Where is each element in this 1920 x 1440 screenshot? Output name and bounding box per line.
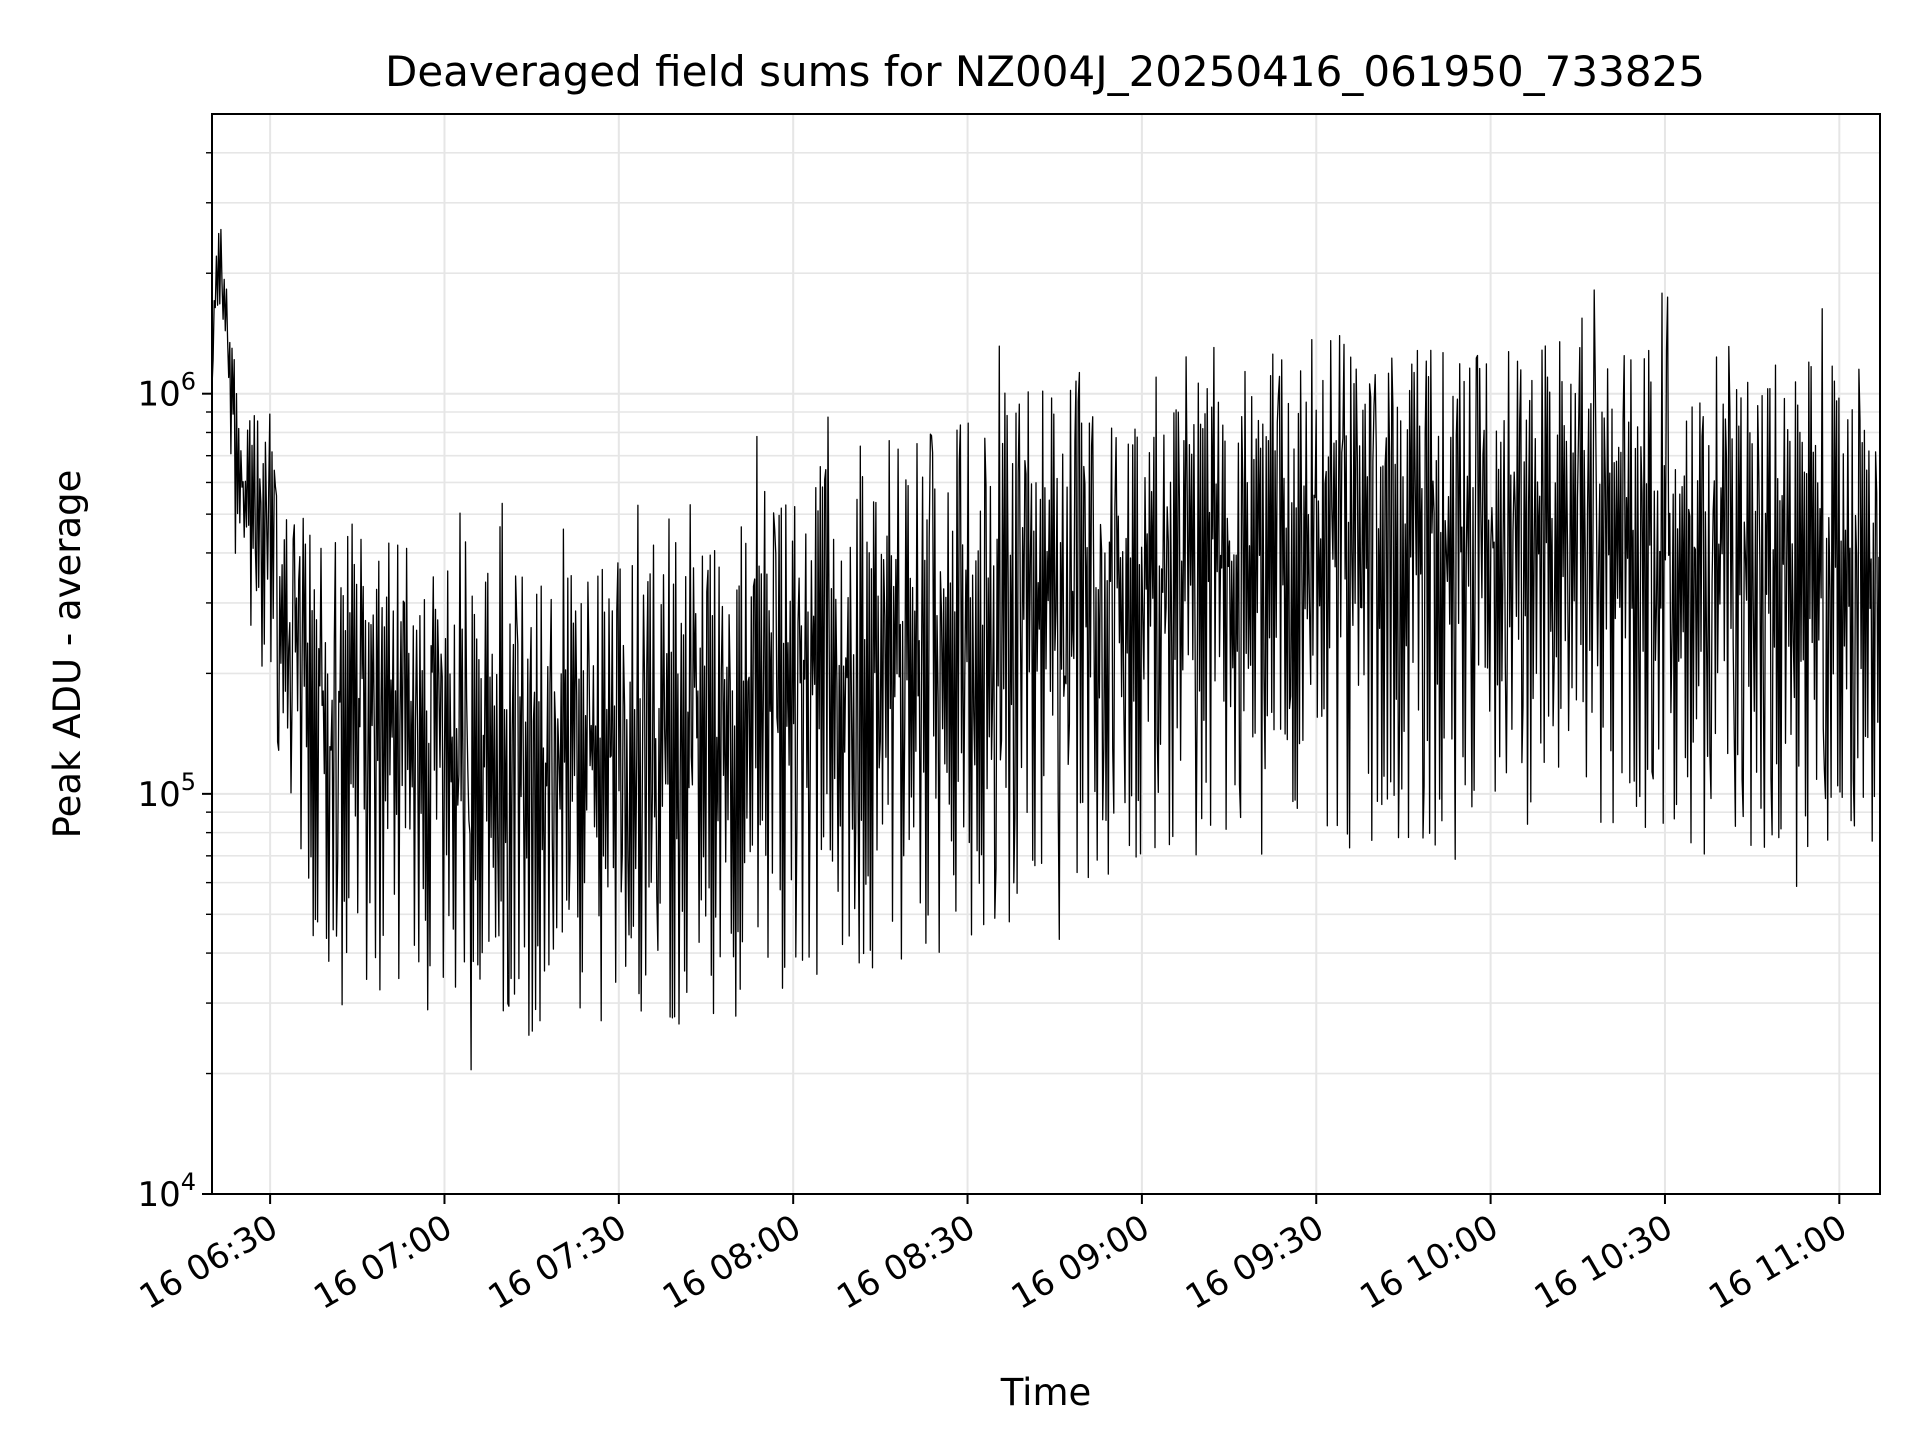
y-tick-label: 104 [137, 1168, 196, 1215]
x-axis-label: Time [1000, 1371, 1092, 1414]
y-tick-label: 105 [137, 768, 196, 815]
y-axis-label: Peak ADU - average [46, 470, 89, 839]
chart-title: Deaveraged field sums for NZ004J_2025041… [385, 47, 1705, 96]
plot-frame [211, 113, 1881, 1195]
series-line [212, 228, 1880, 1071]
y-tick-label: 106 [137, 368, 196, 415]
y-axis: 104 105 106 [137, 152, 212, 1215]
